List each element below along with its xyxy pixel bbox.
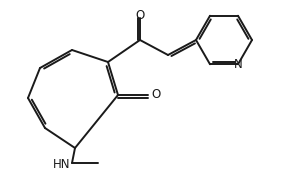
Text: HN: HN [53,158,70,171]
Text: O: O [135,9,145,22]
Text: N: N [234,58,243,71]
Text: O: O [151,89,160,102]
